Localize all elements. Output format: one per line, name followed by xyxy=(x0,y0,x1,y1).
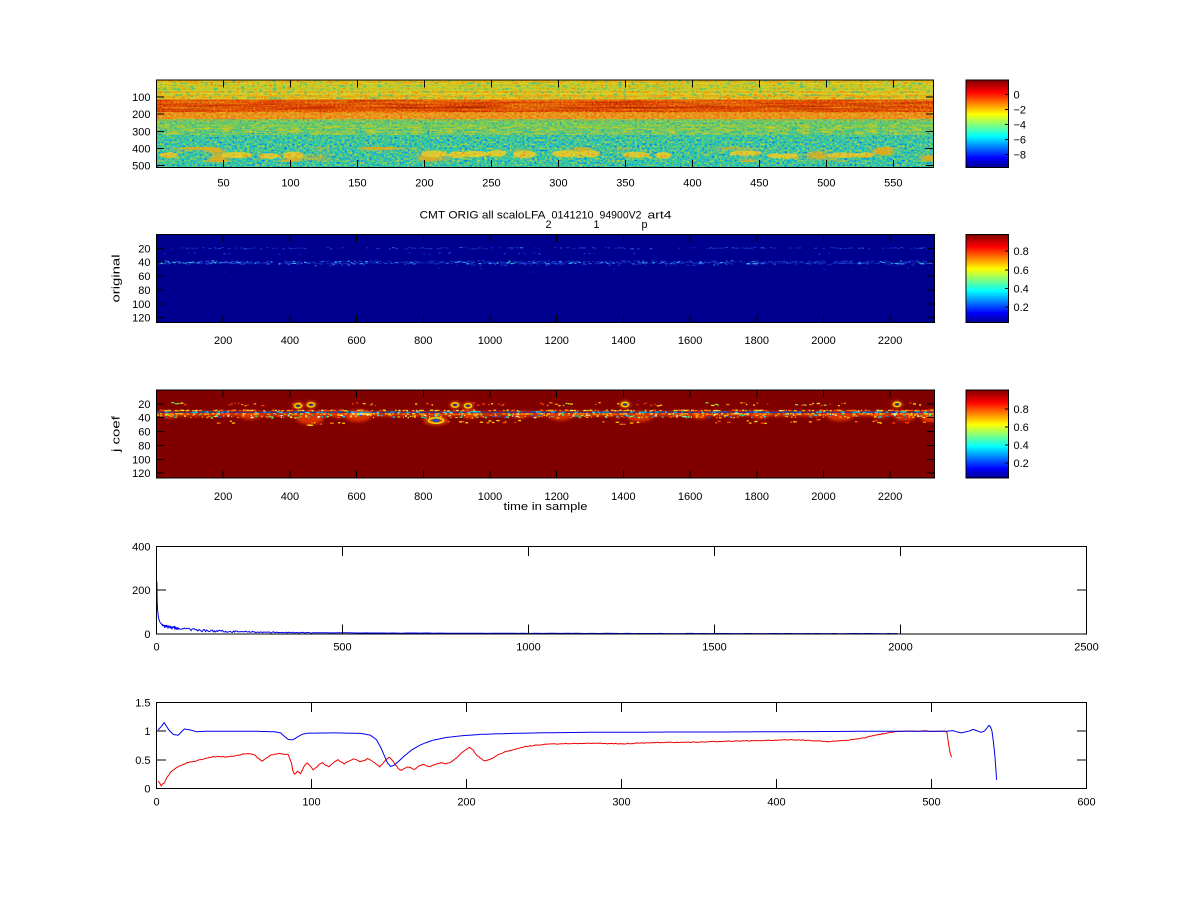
svg-text:100: 100 xyxy=(132,454,150,466)
svg-text:2: 2 xyxy=(546,219,552,231)
svg-text:j coef: j coef xyxy=(111,415,123,454)
svg-text:40: 40 xyxy=(138,257,150,269)
svg-text:100: 100 xyxy=(132,299,150,311)
svg-text:500: 500 xyxy=(132,160,150,172)
svg-text:2000: 2000 xyxy=(811,491,835,503)
svg-text:100: 100 xyxy=(302,797,320,809)
svg-text:500: 500 xyxy=(333,642,351,654)
svg-text:1200: 1200 xyxy=(544,491,568,503)
svg-text:200: 200 xyxy=(214,335,232,347)
svg-text:500: 500 xyxy=(922,797,940,809)
svg-text:20: 20 xyxy=(138,243,150,255)
svg-text:200: 200 xyxy=(415,177,433,189)
svg-text:1800: 1800 xyxy=(745,335,769,347)
svg-text:400: 400 xyxy=(132,542,150,554)
svg-text:300: 300 xyxy=(612,797,630,809)
svg-text:−6: −6 xyxy=(1014,135,1027,147)
svg-text:600: 600 xyxy=(1077,797,1095,809)
svg-text:200: 200 xyxy=(214,491,232,503)
svg-text:100: 100 xyxy=(281,177,299,189)
svg-text:2000: 2000 xyxy=(811,335,835,347)
svg-text:1400: 1400 xyxy=(611,491,635,503)
svg-text:1000: 1000 xyxy=(478,335,502,347)
svg-text:40: 40 xyxy=(138,413,150,425)
svg-text:800: 800 xyxy=(414,335,432,347)
svg-text:600: 600 xyxy=(347,335,365,347)
svg-text:200: 200 xyxy=(132,585,150,597)
svg-text:60: 60 xyxy=(138,427,150,439)
svg-text:2200: 2200 xyxy=(878,335,902,347)
svg-text:1500: 1500 xyxy=(702,642,726,654)
svg-text:0.4: 0.4 xyxy=(1014,284,1029,296)
svg-text:800: 800 xyxy=(414,491,432,503)
svg-text:60: 60 xyxy=(138,271,150,283)
svg-text:original: original xyxy=(111,255,123,303)
svg-text:80: 80 xyxy=(138,440,150,452)
svg-text:art4: art4 xyxy=(648,210,672,222)
svg-text:0.8: 0.8 xyxy=(1014,246,1029,258)
svg-text:0.8: 0.8 xyxy=(1014,404,1029,416)
svg-text:1: 1 xyxy=(594,219,600,231)
svg-text:1: 1 xyxy=(144,726,150,738)
svg-text:400: 400 xyxy=(281,335,299,347)
svg-text:200: 200 xyxy=(457,797,475,809)
svg-text:0: 0 xyxy=(144,784,150,796)
svg-text:0: 0 xyxy=(153,797,159,809)
svg-text:500: 500 xyxy=(817,177,835,189)
svg-text:450: 450 xyxy=(750,177,768,189)
svg-text:0.6: 0.6 xyxy=(1014,422,1029,434)
svg-text:0141210: 0141210 xyxy=(552,210,594,222)
svg-text:1.5: 1.5 xyxy=(135,698,150,710)
svg-text:20: 20 xyxy=(138,399,150,411)
svg-text:50: 50 xyxy=(217,177,229,189)
svg-text:0: 0 xyxy=(144,629,150,641)
svg-text:1600: 1600 xyxy=(678,335,702,347)
svg-text:−2: −2 xyxy=(1014,105,1027,117)
svg-text:1000: 1000 xyxy=(478,491,502,503)
svg-text:−8: −8 xyxy=(1014,150,1027,162)
svg-text:400: 400 xyxy=(767,797,785,809)
svg-text:time in sample: time in sample xyxy=(504,501,588,513)
svg-text:100: 100 xyxy=(132,92,150,104)
svg-text:94900V2: 94900V2 xyxy=(600,210,642,222)
svg-text:150: 150 xyxy=(348,177,366,189)
svg-text:0: 0 xyxy=(1014,90,1020,102)
svg-text:p: p xyxy=(642,219,648,231)
svg-text:2500: 2500 xyxy=(1074,642,1098,654)
svg-text:1200: 1200 xyxy=(544,335,568,347)
svg-text:400: 400 xyxy=(683,177,701,189)
svg-text:250: 250 xyxy=(482,177,500,189)
svg-text:0.6: 0.6 xyxy=(1014,265,1029,277)
svg-text:−4: −4 xyxy=(1014,120,1027,132)
svg-text:550: 550 xyxy=(884,177,902,189)
svg-text:400: 400 xyxy=(281,491,299,503)
svg-text:CMT ORIG all scaloLFA: CMT ORIG all scaloLFA xyxy=(420,210,547,222)
svg-text:2000: 2000 xyxy=(888,642,912,654)
svg-text:120: 120 xyxy=(132,468,150,480)
svg-text:0.4: 0.4 xyxy=(1014,440,1029,452)
svg-text:400: 400 xyxy=(132,143,150,155)
svg-text:1000: 1000 xyxy=(516,642,540,654)
svg-text:1400: 1400 xyxy=(611,335,635,347)
svg-text:200: 200 xyxy=(132,109,150,121)
svg-text:0.2: 0.2 xyxy=(1014,458,1029,470)
svg-text:300: 300 xyxy=(132,126,150,138)
svg-text:0.5: 0.5 xyxy=(135,755,150,767)
svg-text:0.2: 0.2 xyxy=(1014,302,1029,314)
svg-text:80: 80 xyxy=(138,285,150,297)
svg-text:1600: 1600 xyxy=(678,491,702,503)
svg-text:350: 350 xyxy=(616,177,634,189)
svg-text:0: 0 xyxy=(153,642,159,654)
svg-text:600: 600 xyxy=(347,491,365,503)
svg-text:2200: 2200 xyxy=(878,491,902,503)
svg-text:120: 120 xyxy=(132,313,150,325)
svg-text:1800: 1800 xyxy=(745,491,769,503)
svg-text:300: 300 xyxy=(549,177,567,189)
